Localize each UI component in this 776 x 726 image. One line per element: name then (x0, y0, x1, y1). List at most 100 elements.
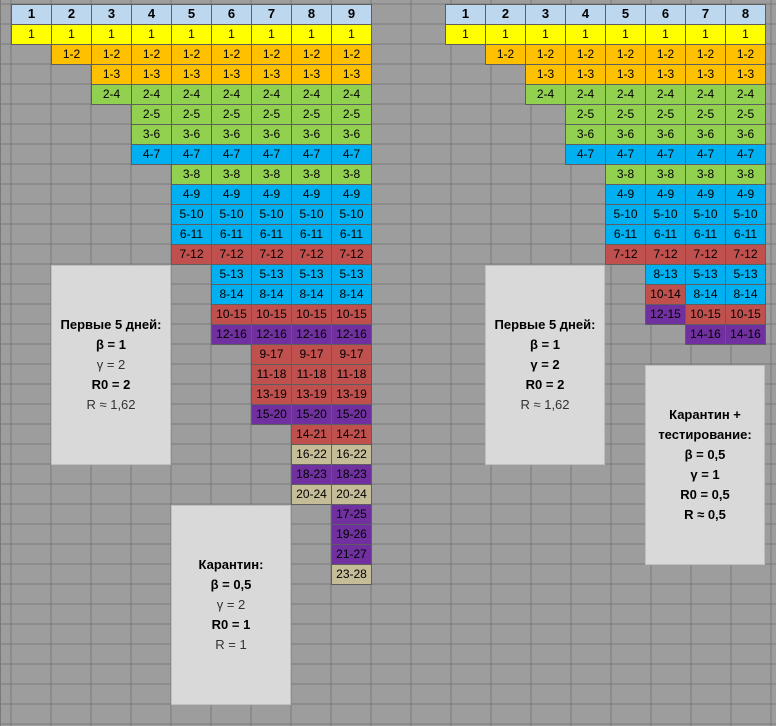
table-cell[interactable]: 10-15 (725, 304, 766, 325)
table-cell[interactable]: 3-8 (251, 164, 292, 185)
table-cell[interactable]: 3-8 (331, 164, 372, 185)
table-cell[interactable]: 7-12 (605, 244, 646, 265)
table-cell[interactable]: 21-27 (331, 544, 372, 565)
table-cell[interactable]: 14-16 (725, 324, 766, 345)
table-cell[interactable]: 6-11 (211, 224, 252, 245)
table-cell[interactable]: 3-8 (725, 164, 766, 185)
column-header[interactable]: 7 (251, 4, 292, 25)
table-cell[interactable]: 12-16 (211, 324, 252, 345)
table-cell[interactable]: 1 (211, 24, 252, 45)
table-cell[interactable]: 18-23 (331, 464, 372, 485)
table-cell[interactable]: 7-12 (331, 244, 372, 265)
table-cell[interactable]: 1 (685, 24, 726, 45)
table-cell[interactable]: 7-12 (685, 244, 726, 265)
table-cell[interactable]: 13-19 (331, 384, 372, 405)
table-cell[interactable]: 5-10 (605, 204, 646, 225)
table-cell[interactable]: 8-14 (331, 284, 372, 305)
column-header[interactable]: 2 (51, 4, 92, 25)
column-header[interactable]: 8 (291, 4, 332, 25)
table-cell[interactable]: 6-11 (251, 224, 292, 245)
table-cell[interactable]: 4-7 (605, 144, 646, 165)
column-header[interactable]: 1 (445, 4, 486, 25)
table-cell[interactable]: 1 (565, 24, 606, 45)
table-cell[interactable]: 1-2 (565, 44, 606, 65)
table-cell[interactable]: 1 (725, 24, 766, 45)
table-cell[interactable]: 9-17 (251, 344, 292, 365)
column-header[interactable]: 1 (11, 4, 52, 25)
table-cell[interactable]: 3-6 (685, 124, 726, 145)
table-cell[interactable]: 1-2 (131, 44, 172, 65)
table-cell[interactable]: 1-2 (605, 44, 646, 65)
table-cell[interactable]: 2-5 (291, 104, 332, 125)
table-cell[interactable]: 11-18 (331, 364, 372, 385)
table-cell[interactable]: 4-9 (291, 184, 332, 205)
table-cell[interactable]: 4-7 (645, 144, 686, 165)
table-cell[interactable]: 10-15 (251, 304, 292, 325)
table-cell[interactable]: 5-10 (171, 204, 212, 225)
table-cell[interactable]: 4-7 (291, 144, 332, 165)
table-cell[interactable]: 5-10 (331, 204, 372, 225)
table-cell[interactable]: 2-4 (645, 84, 686, 105)
table-cell[interactable]: 6-11 (171, 224, 212, 245)
table-cell[interactable]: 2-5 (211, 104, 252, 125)
table-cell[interactable]: 2-4 (605, 84, 646, 105)
table-cell[interactable]: 8-13 (645, 264, 686, 285)
table-cell[interactable]: 11-18 (291, 364, 332, 385)
column-header[interactable]: 7 (685, 4, 726, 25)
table-cell[interactable]: 1-3 (251, 64, 292, 85)
table-cell[interactable]: 3-6 (251, 124, 292, 145)
table-cell[interactable]: 16-22 (331, 444, 372, 465)
table-cell[interactable]: 2-5 (645, 104, 686, 125)
table-cell[interactable]: 5-10 (251, 204, 292, 225)
table-cell[interactable]: 7-12 (725, 244, 766, 265)
table-cell[interactable]: 6-11 (291, 224, 332, 245)
table-cell[interactable]: 4-9 (645, 184, 686, 205)
table-cell[interactable]: 4-7 (725, 144, 766, 165)
table-cell[interactable]: 1 (91, 24, 132, 45)
table-cell[interactable]: 4-7 (251, 144, 292, 165)
table-cell[interactable]: 1 (645, 24, 686, 45)
table-cell[interactable]: 1-3 (171, 64, 212, 85)
table-cell[interactable]: 1-2 (171, 44, 212, 65)
table-cell[interactable]: 17-25 (331, 504, 372, 525)
table-cell[interactable]: 3-6 (605, 124, 646, 145)
table-cell[interactable]: 5-13 (725, 264, 766, 285)
table-cell[interactable]: 1-3 (331, 64, 372, 85)
table-cell[interactable]: 2-4 (131, 84, 172, 105)
table-cell[interactable]: 1-3 (91, 64, 132, 85)
table-cell[interactable]: 3-6 (725, 124, 766, 145)
table-cell[interactable]: 10-15 (685, 304, 726, 325)
table-cell[interactable]: 1 (485, 24, 526, 45)
table-cell[interactable]: 4-9 (605, 184, 646, 205)
table-cell[interactable]: 1-2 (485, 44, 526, 65)
table-cell[interactable]: 15-20 (331, 404, 372, 425)
table-cell[interactable]: 5-13 (331, 264, 372, 285)
table-cell[interactable]: 3-8 (645, 164, 686, 185)
table-cell[interactable]: 3-6 (211, 124, 252, 145)
table-cell[interactable]: 5-10 (685, 204, 726, 225)
table-cell[interactable]: 4-7 (171, 144, 212, 165)
table-cell[interactable]: 1-2 (291, 44, 332, 65)
table-cell[interactable]: 8-14 (211, 284, 252, 305)
table-cell[interactable]: 3-6 (131, 124, 172, 145)
table-cell[interactable]: 1-2 (251, 44, 292, 65)
table-cell[interactable]: 12-16 (291, 324, 332, 345)
table-cell[interactable]: 1 (11, 24, 52, 45)
table-cell[interactable]: 3-8 (211, 164, 252, 185)
column-header[interactable]: 6 (211, 4, 252, 25)
column-header[interactable]: 3 (525, 4, 566, 25)
table-cell[interactable]: 3-6 (645, 124, 686, 145)
table-cell[interactable]: 7-12 (211, 244, 252, 265)
table-cell[interactable]: 15-20 (251, 404, 292, 425)
table-cell[interactable]: 5-10 (645, 204, 686, 225)
table-cell[interactable]: 1-3 (131, 64, 172, 85)
column-header[interactable]: 6 (645, 4, 686, 25)
table-cell[interactable]: 20-24 (291, 484, 332, 505)
table-cell[interactable]: 2-4 (331, 84, 372, 105)
table-cell[interactable]: 3-6 (171, 124, 212, 145)
table-cell[interactable]: 19-26 (331, 524, 372, 545)
column-header[interactable]: 9 (331, 4, 372, 25)
table-cell[interactable]: 10-15 (211, 304, 252, 325)
table-cell[interactable]: 8-14 (725, 284, 766, 305)
table-cell[interactable]: 1 (445, 24, 486, 45)
